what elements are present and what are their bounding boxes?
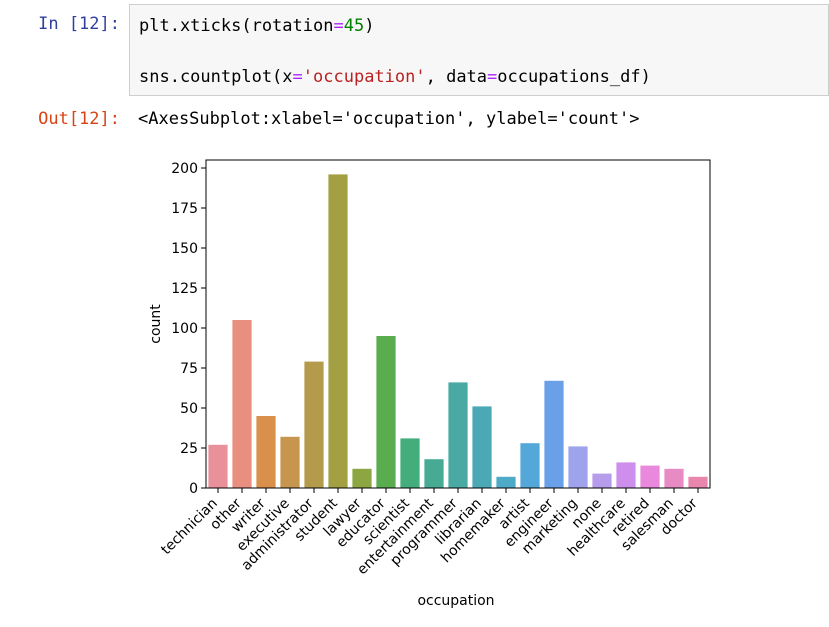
code-token-operator: = [487, 67, 498, 87]
bar-other [232, 320, 252, 488]
code-token-number: 45 [343, 16, 365, 36]
y-tick-label: 100 [171, 321, 198, 337]
bar-librarian [472, 406, 492, 488]
code-token: occupations_df) [497, 67, 651, 87]
output-text: <AxesSubplot:xlabel='occupation', ylabel… [138, 109, 640, 129]
y-tick-label: 150 [171, 241, 198, 257]
code-token-operator: = [333, 16, 344, 36]
bar-executive [280, 436, 300, 488]
y-axis-label: count [148, 304, 164, 344]
y-tick-label: 200 [171, 161, 198, 177]
bar-marketing [568, 446, 588, 488]
bar-salesman [664, 468, 684, 488]
y-tick-label: 175 [171, 201, 198, 217]
bar-writer [256, 416, 276, 488]
bar-student [328, 174, 348, 488]
bar-entertainment [424, 459, 444, 488]
code-token: sns.countplot(x [139, 67, 293, 87]
bar-none [592, 473, 612, 488]
output-prompt: Out[12]: [38, 109, 120, 129]
y-tick-label: 75 [180, 361, 198, 377]
code-cell[interactable]: plt.xticks(rotation=45) sns.countplot(x=… [129, 4, 829, 96]
code-token-operator: = [292, 67, 303, 87]
x-axis-label: occupation [417, 593, 494, 609]
code-token: plt.xticks(rotation [139, 16, 334, 36]
bar-doctor [688, 476, 708, 488]
y-tick-label: 0 [189, 481, 198, 497]
y-tick-label: 125 [171, 281, 198, 297]
code-token: , data [425, 67, 488, 87]
bar-homemaker [496, 476, 516, 488]
bar-educator [376, 336, 396, 488]
code-line-2: sns.countplot(x='occupation', data=occup… [139, 67, 651, 87]
input-prompt: In [12]: [38, 14, 120, 34]
bar-administrator [304, 361, 324, 488]
bar-programmer [448, 382, 468, 488]
bar-lawyer [352, 468, 372, 488]
bar-scientist [400, 438, 420, 488]
code-token: ) [364, 16, 375, 36]
bar-technician [208, 444, 228, 488]
code-token-string: 'occupation' [302, 67, 426, 87]
axes-frame [205, 159, 711, 489]
bar-healthcare [616, 462, 636, 488]
bar-artist [520, 443, 540, 488]
bar-retired [640, 465, 660, 488]
y-tick-label: 25 [180, 441, 198, 457]
code-line-1: plt.xticks(rotation=45) [139, 16, 374, 36]
bar-engineer [544, 380, 564, 488]
y-tick-label: 50 [180, 401, 198, 417]
